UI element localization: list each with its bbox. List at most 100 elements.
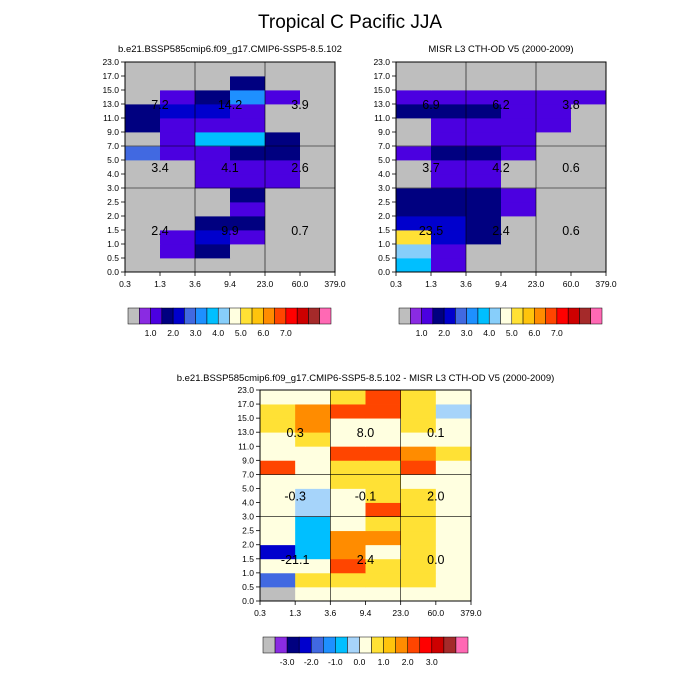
region-value-label: 9.9 [221,224,238,238]
heatmap-cell [466,174,502,189]
heatmap-cell [195,230,231,245]
y-tick-label: 5.0 [242,483,254,493]
colorbar-model: 1.0 2.0 3.0 4.0 5.0 6.0 7.0 [127,307,332,338]
heatmap-cell [230,160,266,175]
heatmap-cell [435,460,472,475]
heatmap-cell [571,76,607,91]
heatmap-cell [230,90,266,105]
heatmap-cell [330,474,366,489]
y-tick-label: 15.0 [373,85,390,95]
heatmap-cell [195,258,231,273]
panel-obs: MISR L3 CTH-OD V5 (2000-2009) 0.3 1.3 3.6 9.… [373,44,616,289]
heatmap-cell [365,390,402,405]
heatmap-cell [536,202,572,217]
heatmap-cell [435,530,472,546]
heatmap-cell [160,202,196,217]
heatmap-cell [466,230,502,245]
heatmap-cell [260,460,296,475]
colorbar-swatch [455,636,469,654]
heatmap-cell [501,62,537,77]
heatmap-cell [295,418,331,433]
heatmap-cell [300,90,336,105]
panel-title: b.e21.BSSP585cmip6.f09_g17.CMIP6-SSP5-8.… [118,44,342,55]
region-value-label: 0.3 [286,426,303,440]
colorbar-tick-label: 3.0 [190,328,202,338]
colorbar-swatch [407,636,421,654]
heatmap-cell [365,530,402,546]
x-tick-label: 0.3 [390,279,402,289]
panel-title: MISR L3 CTH-OD V5 (2000-2009) [428,44,573,55]
heatmap-cell [295,446,331,461]
heatmap-cell [265,118,301,133]
heatmap-cell [295,544,331,560]
heatmap-cell [265,216,301,231]
colorbar-swatch [308,307,320,325]
heatmap-cell [160,104,196,119]
region-value-label: 4.2 [492,161,509,175]
colorbar-tick-label: 2.0 [438,328,450,338]
heatmap-cell [431,216,467,231]
colorbar-diff: -3.0 -2.0 -1.0 0.0 1.0 2.0 3.0 [262,636,469,667]
heatmap-cell [195,118,231,133]
heatmap-cell [330,558,366,574]
x-tick-label: 1.3 [154,279,166,289]
heatmap-cell [330,418,366,433]
heatmap-cell [501,244,537,259]
y-tick-label: 13.0 [237,427,254,437]
colorbar-swatch [319,307,332,325]
heatmap-cell [295,586,331,602]
heatmap-cell [260,446,296,461]
heatmap-cell [501,90,537,105]
colorbar-swatch [511,307,524,325]
heatmap-cell [300,160,336,175]
heatmap-cell [300,188,336,203]
heatmap-cell [300,230,336,245]
heatmap-cell [571,202,607,217]
heatmap-cell [400,572,437,588]
heatmap-cell [571,104,607,119]
heatmap-cell [501,118,537,133]
heatmap-cell [300,244,336,259]
colorbar-swatch [421,307,434,325]
heatmap-cell [330,530,366,546]
y-tick-label: 0.0 [242,596,254,606]
heatmap-cell [295,390,331,405]
heatmap-cell [501,160,537,175]
region-value-label: 3.9 [291,98,308,112]
y-tick-label: 17.0 [102,71,119,81]
y-tick-label: 0.0 [107,267,119,277]
colorbar-tick-label: 4.0 [212,328,224,338]
x-tick-label: 3.6 [189,279,201,289]
colorbar-swatch [172,307,185,325]
figure-title: Tropical C Pacific JJA [258,12,442,33]
heatmap-cell [396,258,432,273]
colorbar-swatch [443,636,457,654]
y-tick-label: 9.0 [107,127,119,137]
y-tick-label: 1.0 [378,239,390,249]
heatmap-cell [195,104,231,119]
region-value-label: 3.4 [151,161,168,175]
heatmap-cell [400,404,437,419]
heatmap-cell [265,174,301,189]
y-tick-label: 23.0 [102,57,119,67]
y-tick-label: 15.0 [237,413,254,423]
colorbar-swatch [229,307,242,325]
colorbar-tick-label: 2.0 [167,328,179,338]
heatmap-cell [536,90,572,105]
heatmap-cell [365,446,402,461]
heatmap-cell [400,474,437,489]
heatmap-cell [501,230,537,245]
heatmap-cell [431,62,467,77]
heatmap-cell [330,460,366,475]
y-tick-label: 17.0 [373,71,390,81]
colorbar-tick-label: 0.0 [354,657,366,667]
heatmap-cell [365,432,402,447]
heatmap-cell [265,258,301,273]
heatmap-cell [160,216,196,231]
heatmap-cell [300,104,336,119]
colorbar-swatch [195,307,208,325]
heatmap-cell [265,90,301,105]
heatmap-cell [300,146,336,161]
heatmap-cell [125,202,161,217]
